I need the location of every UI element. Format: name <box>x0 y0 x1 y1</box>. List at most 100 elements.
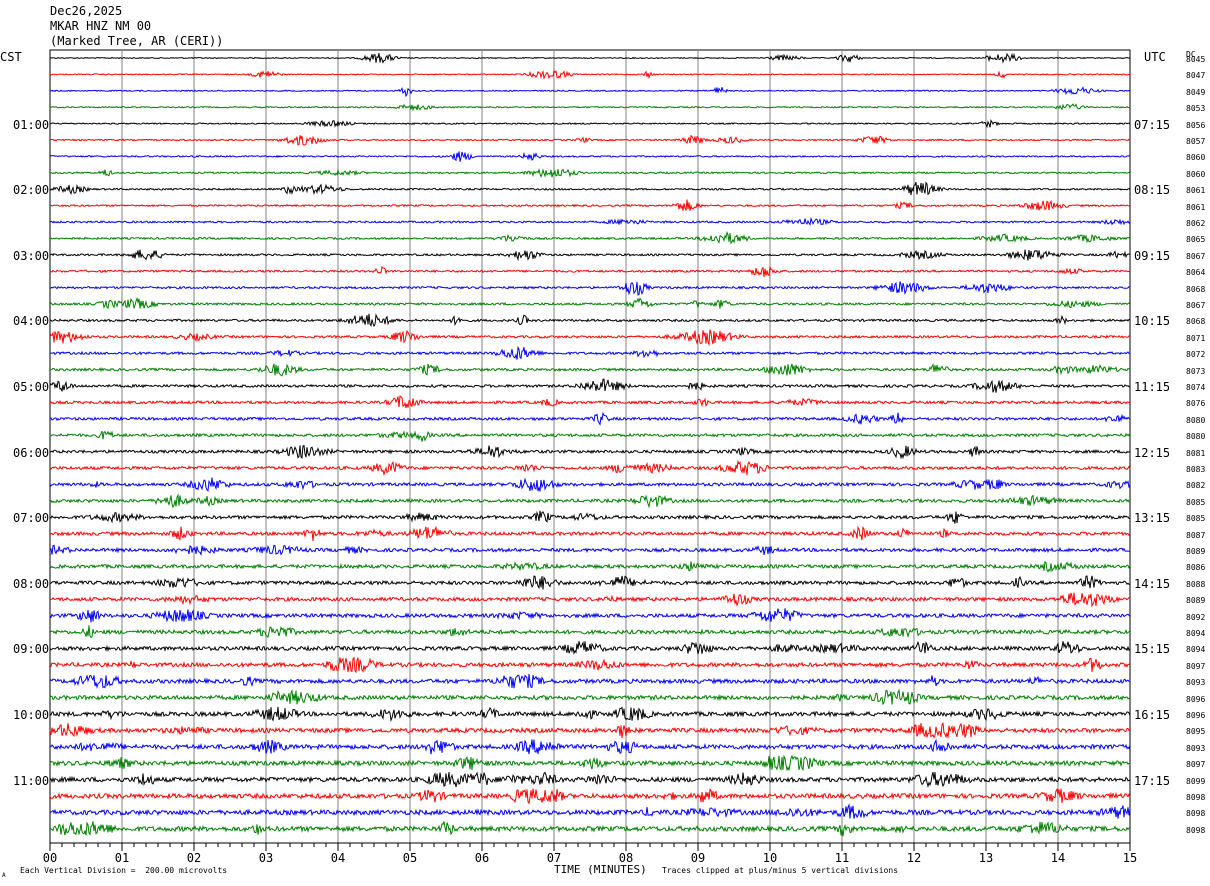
cst-label: CST <box>0 50 22 64</box>
dc-value: 8085 <box>1186 514 1206 524</box>
utc-hour-label: 07:15 <box>1134 117 1171 132</box>
x-tick-label: 14 <box>1051 851 1065 865</box>
cst-hour-label: 09:00 <box>13 642 50 657</box>
utc-hour-label: 09:15 <box>1134 248 1171 263</box>
trace-line <box>49 706 1131 723</box>
utc-hour-label: 13:15 <box>1134 511 1171 526</box>
dc-value: 8086 <box>1186 563 1206 573</box>
x-tick-label: 00 <box>43 851 57 865</box>
dc-value: 8076 <box>1186 399 1206 409</box>
trace-line <box>49 378 1130 393</box>
dc-value: 8068 <box>1186 317 1206 327</box>
x-tick-label: 03 <box>259 851 273 865</box>
x-tick-label: 02 <box>187 851 201 865</box>
cst-hour-label: 04:00 <box>13 314 50 329</box>
trace-line <box>49 625 1131 639</box>
dc-value: 8049 <box>1186 87 1206 97</box>
dc-value: 8047 <box>1186 71 1206 81</box>
x-tick-label: 01 <box>115 851 129 865</box>
trace-line <box>49 52 1131 64</box>
trace-line <box>49 216 1131 226</box>
trace-line <box>49 69 1131 80</box>
dc-value: 8096 <box>1186 694 1206 704</box>
cst-hour-label: 01:00 <box>13 117 50 132</box>
dc-value: 8089 <box>1186 596 1206 606</box>
dc-value: 8057 <box>1186 137 1206 146</box>
cst-hour-label: 03:00 <box>13 248 50 263</box>
trace-line <box>49 265 1131 278</box>
x-tick-label: 11 <box>835 851 849 865</box>
cst-hour-label: 08:00 <box>13 576 50 591</box>
trace-line <box>49 249 1131 262</box>
x-tick-label: 13 <box>979 851 993 865</box>
dc-value: 8074 <box>1186 383 1206 392</box>
dc-value: 8092 <box>1186 612 1206 622</box>
dc-value: 8083 <box>1186 465 1206 474</box>
dc-value: 8099 <box>1186 776 1206 786</box>
dc-value: 8087 <box>1186 530 1206 540</box>
dc-value: 8053 <box>1186 104 1206 114</box>
trace-line <box>49 345 1131 360</box>
dc-value: 8064 <box>1186 268 1206 278</box>
trace-line <box>49 787 1131 805</box>
dc-value: 8093 <box>1186 743 1206 753</box>
cst-hour-label: 07:00 <box>13 511 50 526</box>
dc-value: 8081 <box>1186 448 1206 458</box>
utc-hour-label: 16:15 <box>1134 708 1171 722</box>
x-tick-label: 09 <box>691 851 705 865</box>
dc-value: 8085 <box>1186 497 1206 507</box>
trace-line <box>49 119 1131 129</box>
clip-note: Traces clipped at plus/minus 5 vertical … <box>662 866 899 875</box>
trace-line <box>49 430 1131 442</box>
trace-line <box>49 510 1131 524</box>
trace-line <box>49 103 1130 112</box>
dc-value: 8089 <box>1186 547 1206 556</box>
scale-note: Each Vertical Division = 200.00 microvol… <box>20 866 228 875</box>
dc-value: 8068 <box>1186 284 1206 294</box>
trace-line <box>49 673 1131 689</box>
cst-hour-label: 10:00 <box>13 708 50 722</box>
trace-line <box>50 592 1131 608</box>
trace-line <box>49 230 1131 245</box>
trace-line <box>49 296 1131 310</box>
trace-line <box>50 821 1131 837</box>
utc-hour-label: 12:15 <box>1134 445 1171 460</box>
trace-line <box>49 722 1131 739</box>
x-tick-label: 05 <box>403 851 417 865</box>
x-tick-label: 12 <box>907 851 921 865</box>
utc-label: UTC <box>1144 50 1166 64</box>
trace-line <box>49 771 1131 789</box>
trace-line <box>49 444 1131 460</box>
dc-value: 8067 <box>1186 301 1206 310</box>
trace-line <box>49 575 1131 590</box>
trace-line <box>49 411 1131 426</box>
dc-value: 8080 <box>1186 415 1206 425</box>
trace-line <box>49 281 1131 296</box>
header-date: Dec26,2025 <box>50 4 123 18</box>
trace-line <box>49 134 1131 146</box>
dc-value: 8098 <box>1186 825 1206 835</box>
dc-value: 8073 <box>1186 366 1206 376</box>
utc-hour-label: 17:15 <box>1134 773 1171 788</box>
trace-line <box>49 477 1131 492</box>
dc-value: 8082 <box>1186 481 1206 491</box>
dc-value: 8067 <box>1186 251 1206 261</box>
dc-value: 8062 <box>1186 219 1206 228</box>
dc-value: 8072 <box>1186 350 1206 360</box>
plot-frame <box>49 49 1131 844</box>
dc-value: 8094 <box>1186 645 1206 655</box>
trace-line <box>49 525 1131 541</box>
dc-value: 8096 <box>1186 711 1206 720</box>
trace-line <box>49 313 1131 328</box>
dc-value: 8098 <box>1186 809 1206 819</box>
trace-line <box>49 459 1131 477</box>
dc-value: 8094 <box>1186 629 1206 638</box>
trace-line <box>49 181 1131 196</box>
utc-hour-label: 14:15 <box>1134 576 1171 591</box>
trace-line <box>49 395 1130 409</box>
dc-value: 8097 <box>1186 760 1206 770</box>
trace-line <box>49 329 1131 347</box>
header-station: MKAR HNZ NM 00 <box>50 19 152 33</box>
utc-hour-label: 11:15 <box>1134 380 1171 394</box>
